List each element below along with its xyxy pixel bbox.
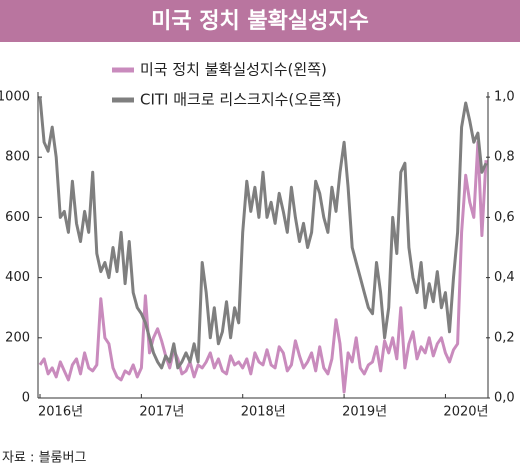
y2-tick-label: 1,0 [494,90,515,105]
y-tick-label: 800 [5,150,30,165]
legend-label: 미국 정치 불확실성지수(왼쪽) [140,61,327,79]
y-tick-label: 600 [5,210,30,225]
y-tick-label: 0 [22,391,30,406]
x-tick-label: 2016년 [38,405,83,420]
y-tick-label: 200 [5,330,30,345]
x-tick-label: 2017년 [139,405,184,420]
y2-tick-label: 0,8 [494,150,515,165]
source: 자료 : 블룸버그 [2,451,86,466]
series-line [38,140,488,394]
y2-tick-label: 0,0 [494,391,515,406]
y-tick-label: 400 [5,270,30,285]
chart-title: 미국 정치 불확실성지수 [151,9,369,34]
title-banner [0,0,520,42]
legend-label: CITI 매크로 리스크지수(오른쪽) [140,91,342,109]
y2-tick-label: 0,2 [494,330,515,345]
y2-tick-label: 0,4 [494,270,515,285]
x-tick-label: 2019년 [342,405,387,420]
x-tick-label: 2018년 [241,405,286,420]
x-tick-label: 2020년 [443,405,488,420]
y-tick-label: 1000 [0,90,30,105]
series-line [38,96,488,370]
y2-tick-label: 0,6 [494,210,515,225]
